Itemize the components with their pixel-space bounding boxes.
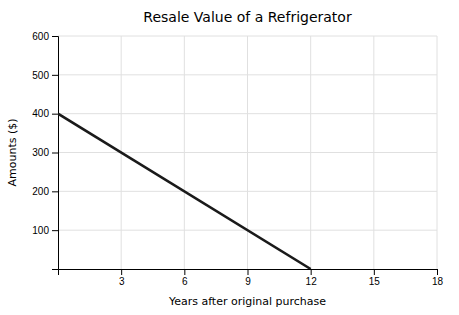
y-tick-label: 100 — [32, 225, 49, 236]
x-tick: 6 — [182, 269, 188, 287]
y-tick: 200 — [32, 186, 58, 197]
x-tick-label: 3 — [119, 276, 125, 287]
x-tick-label: 6 — [182, 276, 188, 287]
x-tick-label: 9 — [245, 276, 251, 287]
x-tick-mark — [437, 269, 438, 275]
y-tick: 500 — [32, 70, 58, 81]
y-axis-title: Amounts ($) — [6, 118, 19, 186]
line — [58, 114, 311, 269]
x-tick: 12 — [306, 269, 318, 287]
y-tick-label: 500 — [32, 70, 49, 81]
y-tick: 600 — [32, 31, 58, 42]
grid — [58, 36, 437, 269]
y-tick: 400 — [32, 108, 58, 119]
grid-line-y — [58, 74, 437, 75]
x-tick: 18 — [432, 269, 444, 287]
title: Resale Value of a Refrigerator — [143, 9, 352, 25]
y-axis-line — [52, 37, 59, 270]
x-tick: 3 — [119, 269, 125, 287]
x-tick-mark — [121, 269, 122, 275]
y-tick-mark — [52, 36, 58, 37]
y-tick-label: 200 — [32, 186, 49, 197]
x-tick: 9 — [245, 269, 251, 287]
y-tick-label: 300 — [32, 147, 49, 158]
grid-line-y — [58, 152, 437, 153]
x-tick: 15 — [369, 269, 381, 287]
grid-line-y — [58, 191, 437, 192]
x-tick-mark — [184, 269, 185, 275]
x-axis-line — [59, 270, 438, 276]
series — [58, 114, 311, 269]
y-tick-label: 600 — [32, 31, 49, 42]
y-tick-mark — [52, 191, 58, 192]
grid-line-y — [58, 113, 437, 114]
grid-line-y — [58, 36, 437, 37]
y-axis: 100 200 300 400 500 600 — [32, 31, 58, 270]
y-tick: 100 — [32, 225, 58, 236]
x-axis: 3 6 9 12 15 18 — [59, 269, 444, 287]
x-tick-label: 12 — [306, 276, 318, 287]
y-tick-mark — [52, 230, 58, 231]
x-tick-label: 18 — [432, 276, 444, 287]
y-tick-mark — [52, 153, 58, 154]
y-tick: 300 — [32, 147, 58, 158]
y-tick-mark — [52, 75, 58, 76]
x-tick-label: 15 — [369, 276, 381, 287]
x-axis-title: Years after original purchase — [168, 295, 326, 308]
x-tick-mark — [311, 269, 312, 275]
x-tick-mark — [374, 269, 375, 275]
plot: 3 6 9 12 15 18 100 200 300 400 500 600 — [32, 31, 443, 287]
chart: 3 6 9 12 15 18 100 200 300 400 500 600 Resale Value … — [0, 0, 459, 315]
y-tick-mark — [52, 114, 58, 115]
x-tick-mark — [248, 269, 249, 275]
y-tick-label: 400 — [32, 108, 49, 119]
